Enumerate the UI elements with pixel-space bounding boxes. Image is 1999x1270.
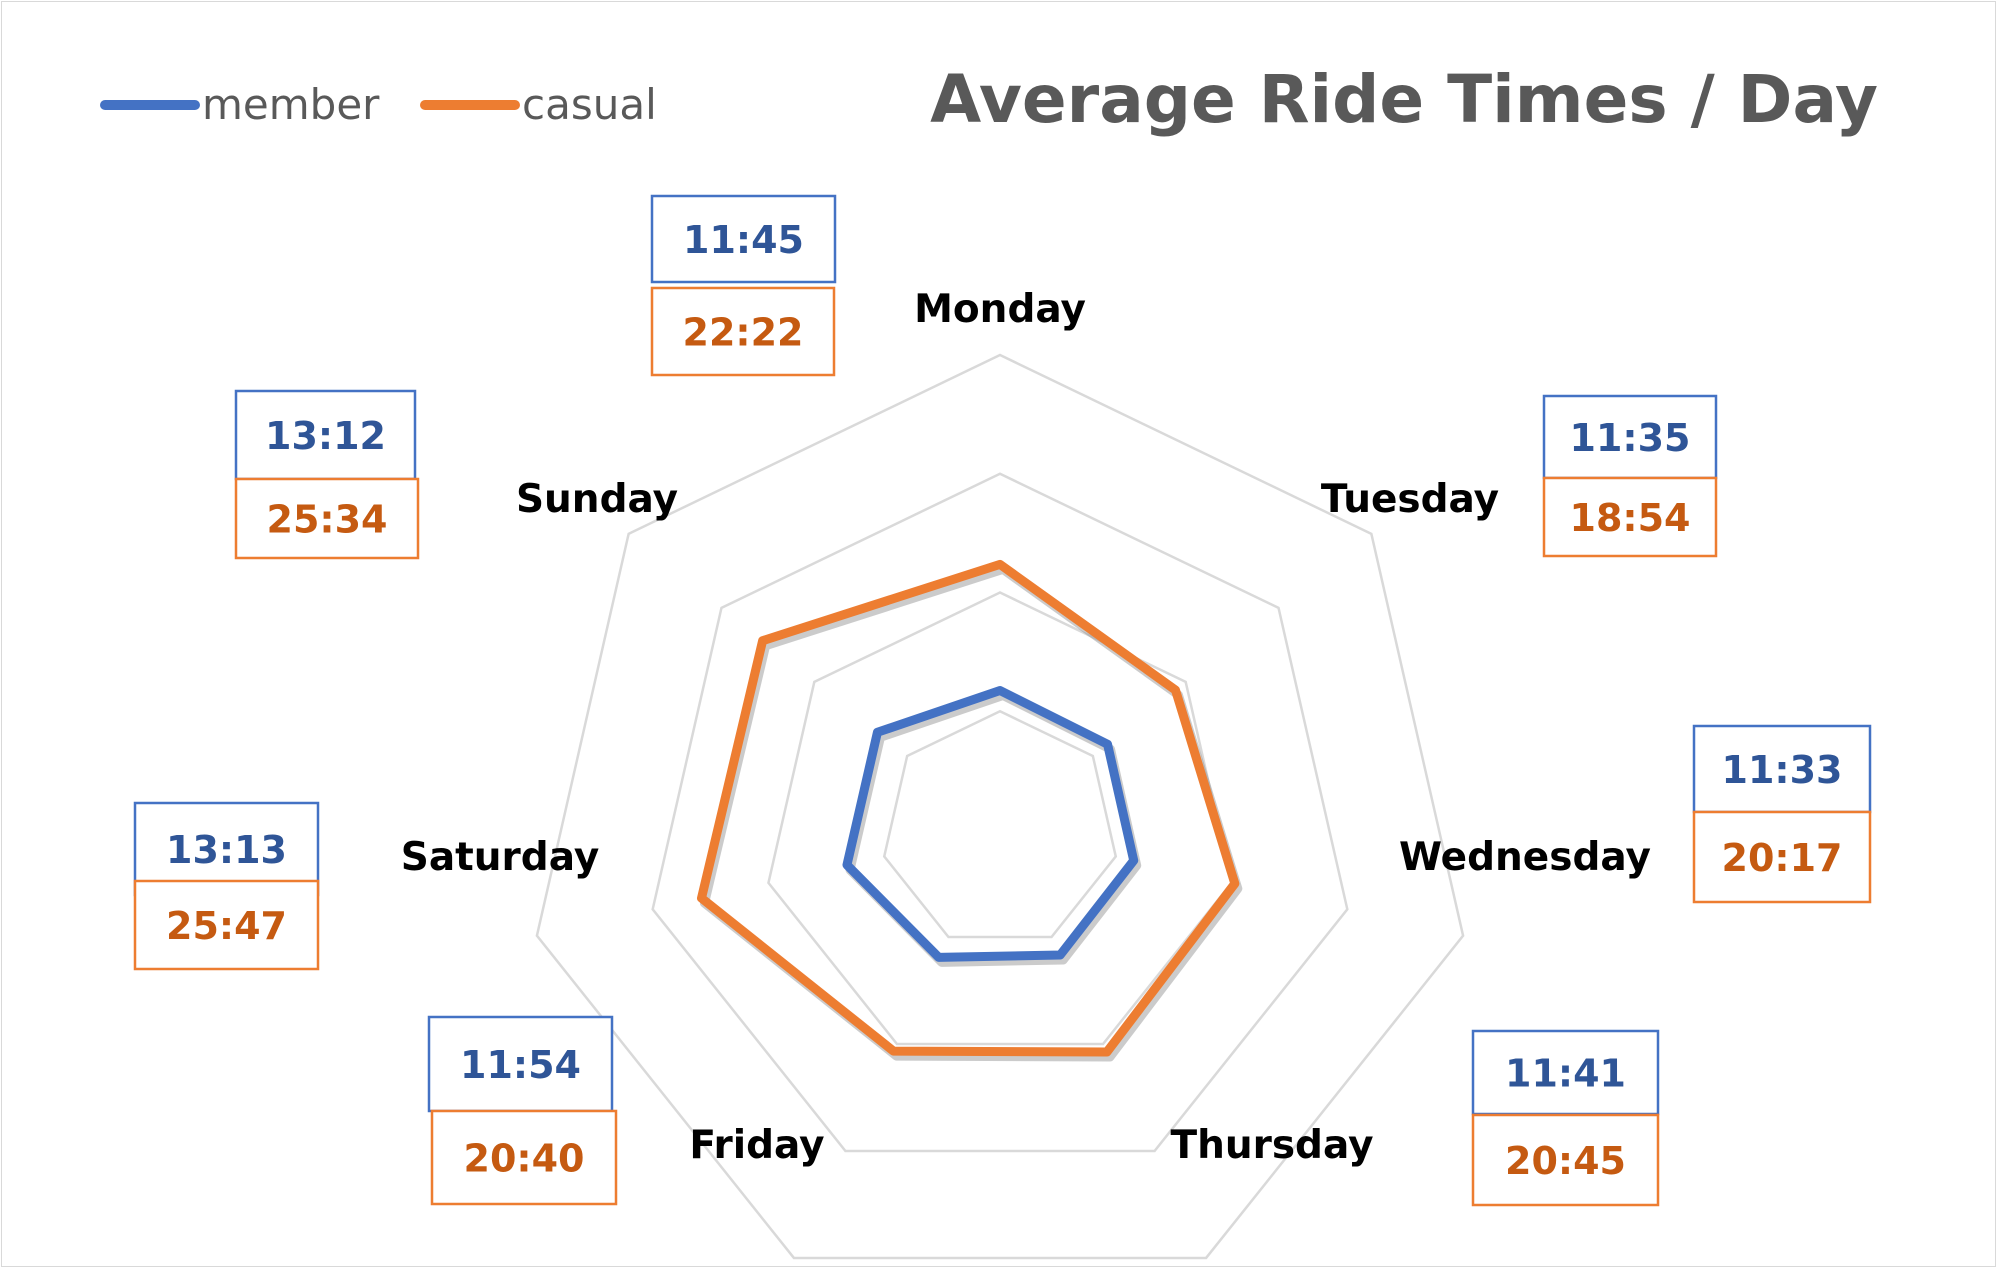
data-label-member-sunday: 13:12 [265, 414, 386, 458]
axis-label-friday: Friday [689, 1123, 824, 1168]
data-label-box-member-monday [650, 194, 837, 284]
axis-label-thursday: Thursday [1170, 1123, 1373, 1168]
data-label-casual-monday: 22:22 [683, 311, 804, 355]
data-label-casual-friday: 20:40 [464, 1137, 585, 1181]
data-label-casual-saturday: 25:47 [166, 904, 287, 948]
data-label-member-monday: 11:45 [683, 218, 804, 262]
data-label-box-member-tuesday [1542, 394, 1718, 480]
point-member-sunday [876, 731, 879, 734]
data-label-member-saturday: 13:13 [166, 828, 287, 872]
legend-label-casual: casual [522, 80, 657, 129]
data-label-member-friday: 11:54 [460, 1043, 581, 1087]
point-member-friday [937, 956, 940, 959]
point-casual-thursday [1105, 1051, 1108, 1054]
chart-title: Average Ride Times / Day [930, 61, 1878, 138]
data-label-member-wednesday: 11:33 [1722, 748, 1843, 792]
gridline-40 [535, 353, 1465, 1260]
gridline-20 [767, 591, 1233, 1046]
legend-label-member: member [202, 80, 380, 129]
data-label-casual-tuesday: 18:54 [1570, 496, 1691, 540]
axis-label-sunday: Sunday [516, 477, 678, 522]
point-casual-sunday [761, 639, 764, 642]
gridline-30 [651, 472, 1349, 1153]
data-label-member-tuesday: 11:35 [1570, 416, 1691, 460]
series-line-casual [697, 559, 1240, 1057]
data-label-box-casual-monday [650, 286, 836, 377]
data-label-casual-sunday: 25:34 [267, 498, 388, 542]
axis-label-monday: Monday [914, 287, 1086, 332]
data-label-box-casual-wednesday [1692, 810, 1872, 904]
gridline-10 [882, 709, 1118, 939]
data-label-box-member-thursday [1471, 1029, 1660, 1116]
point-member-thursday [1059, 953, 1062, 956]
point-member-tuesday [1106, 743, 1109, 746]
data-label-box-casual-sunday [234, 477, 420, 560]
point-member-wednesday [1132, 859, 1135, 862]
point-casual-tuesday [1174, 689, 1177, 692]
point-casual-monday [999, 563, 1001, 566]
data-label-box-casual-saturday [133, 879, 320, 971]
point-casual-wednesday [1233, 882, 1236, 885]
data-label-box-casual-thursday [1471, 1113, 1660, 1207]
point-casual-saturday [700, 897, 703, 900]
data-label-box-member-sunday [234, 389, 417, 481]
series-line-member [842, 685, 1139, 962]
data-label-casual-wednesday: 20:17 [1722, 836, 1843, 880]
data-label-box-member-wednesday [1692, 724, 1872, 814]
data-label-box-casual-tuesday [1542, 476, 1718, 558]
point-member-monday [999, 689, 1001, 692]
data-label-box-member-friday [427, 1015, 614, 1113]
axis-label-wednesday: Wednesday [1399, 835, 1651, 880]
axis-label-saturday: Saturday [401, 835, 600, 880]
axis-label-tuesday: Tuesday [1321, 477, 1499, 522]
point-casual-friday [892, 1050, 895, 1053]
point-member-saturday [845, 863, 848, 866]
data-label-box-casual-friday [430, 1109, 618, 1206]
data-label-casual-thursday: 20:45 [1505, 1139, 1626, 1183]
data-label-member-thursday: 11:41 [1505, 1052, 1626, 1096]
